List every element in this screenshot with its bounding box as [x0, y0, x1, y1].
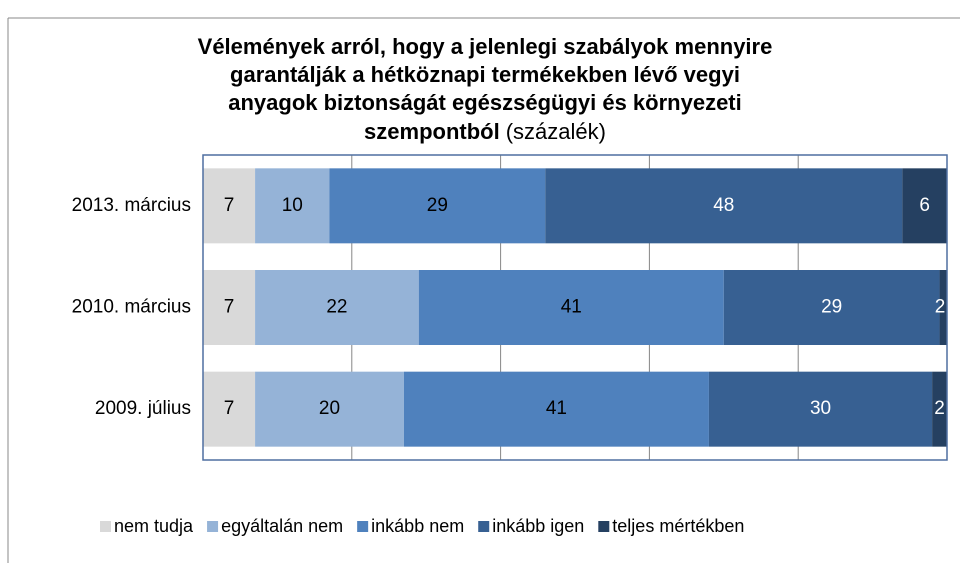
data-label: 7 [224, 297, 235, 318]
data-label: 48 [713, 195, 734, 216]
bar-segment [203, 270, 256, 345]
bar-segment [708, 371, 933, 447]
data-label: 29 [821, 297, 842, 318]
legend-label: inkább igen [492, 516, 584, 536]
data-label: 41 [561, 297, 582, 318]
bar-segment [932, 371, 947, 447]
data-label: 22 [326, 297, 347, 318]
title-text: Vélemények arról, hogy a jelenlegi szabá… [198, 34, 773, 59]
data-label: 30 [810, 398, 831, 419]
bar-segment [255, 168, 330, 244]
data-label: 2 [934, 398, 945, 419]
data-label: 29 [427, 195, 448, 216]
data-label: 41 [546, 398, 567, 419]
bar-segment [329, 168, 546, 244]
y-tick-label: 2009. július [95, 398, 191, 419]
legend-label: inkább nem [371, 516, 464, 536]
bar-segment [255, 270, 419, 345]
bar-segment [403, 371, 709, 447]
data-label: 7 [224, 195, 235, 216]
legend-swatch [598, 521, 610, 532]
legend-label: egyáltalán nem [221, 516, 343, 536]
legend: nem tudja egyáltalán nem inkább nem inkább … [100, 516, 744, 536]
y-tick-label: 2010. március [72, 297, 191, 318]
bar-segment [939, 270, 947, 345]
data-label: 20 [319, 398, 340, 419]
title-line: Vélemények arról, hogy a jelenlegi szabá… [198, 34, 773, 59]
data-label: 2 [935, 297, 946, 318]
plot-border [202, 154, 948, 461]
data-label: 10 [282, 195, 303, 216]
title-text: anyagok biztonságát egészségügyi és körn… [228, 90, 742, 115]
bar-segment [723, 270, 940, 345]
bars [203, 168, 947, 447]
title-line: anyagok biztonságát egészségügyi és körn… [228, 90, 742, 115]
data-label: 6 [919, 195, 930, 216]
y-tick-label: 2013. március [72, 195, 191, 216]
bar-segment [418, 270, 724, 345]
legend-swatch [357, 521, 369, 532]
subtitle: (százalék) [506, 119, 606, 144]
title-line: garantálják a hétköznapi termékekben lév… [230, 62, 740, 87]
data-labels: 7 10 29 48 67 22 41 29 27 20 41 30 2 [224, 195, 946, 419]
bar-segment [545, 168, 903, 244]
title-text: szempontból [364, 119, 500, 144]
legend-label: teljes mértékben [612, 516, 744, 536]
legend-swatch [100, 521, 111, 532]
chart-title: Vélemények arról, hogy a jelenlegi szabá… [198, 34, 773, 144]
bar-segment [902, 168, 947, 244]
title-text: garantálják a hétköznapi termékekben lév… [230, 62, 740, 87]
bar-segment [255, 371, 404, 447]
legend-label: nem tudja [114, 516, 194, 536]
title-line: szempontból (százalék) [364, 119, 606, 144]
bar-segment [203, 168, 256, 244]
bar-segment [203, 371, 256, 447]
legend-swatch [207, 521, 219, 532]
data-label: 7 [224, 398, 235, 419]
legend-swatch [478, 521, 490, 532]
